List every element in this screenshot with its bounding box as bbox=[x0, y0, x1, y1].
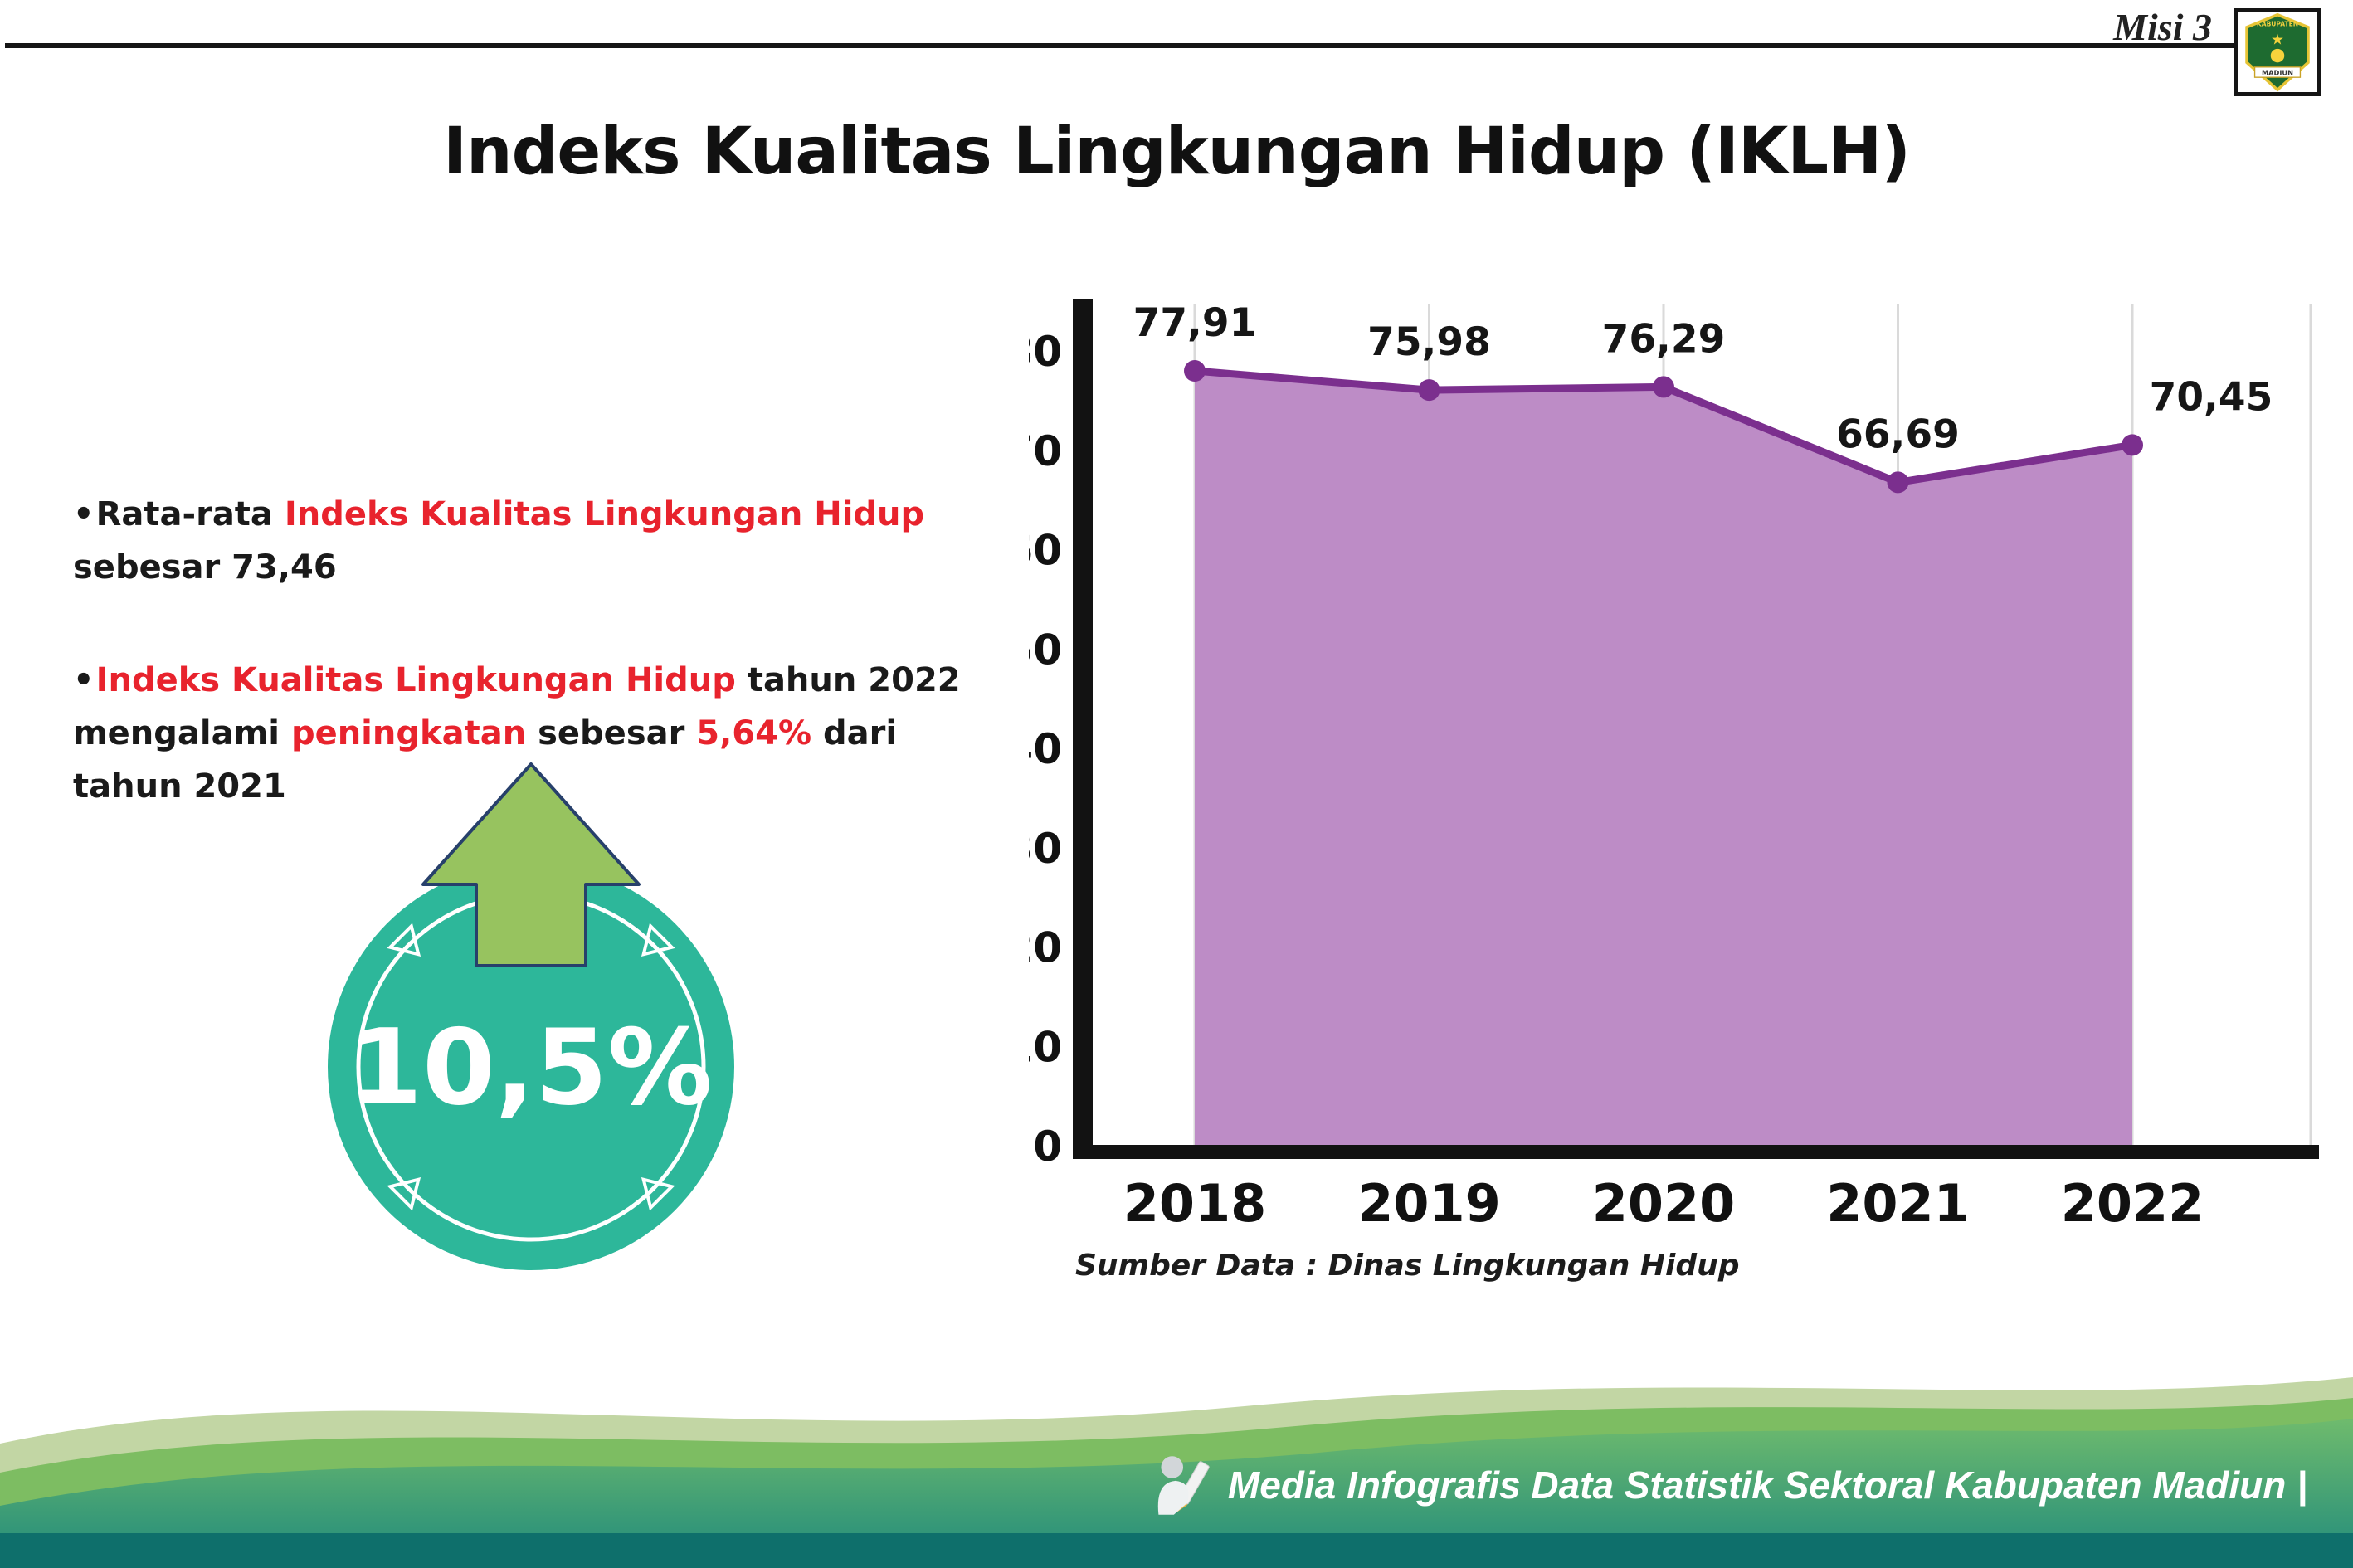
increase-badge: 10,5% bbox=[328, 762, 734, 1270]
bullet-average-iklh: •Rata-rata Indeks Kualitas Lingkungan Hi… bbox=[73, 488, 973, 594]
bullet2-highlight-1: Indeks Kualitas Lingkungan Hidup bbox=[95, 661, 736, 699]
badge-circle bbox=[328, 864, 734, 1270]
footer-wave bbox=[0, 1377, 2353, 1568]
emblem-banner bbox=[2253, 66, 2302, 78]
x-tick-label: 2021 bbox=[1826, 1173, 1970, 1234]
badge-value: 10,5% bbox=[349, 1006, 712, 1128]
bullet2-highlight-2: peningkatan bbox=[290, 714, 527, 752]
bullet2-post: dari tahun 2021 bbox=[73, 714, 898, 806]
data-point bbox=[1184, 360, 1206, 382]
value-label: 77,91 bbox=[1133, 300, 1257, 346]
page-title: Indeks Kualitas Lingkungan Hidup (IKLH) bbox=[443, 114, 1911, 189]
bullet1-post: sebesar 73,46 bbox=[73, 548, 337, 587]
x-tick-label: 2019 bbox=[1357, 1173, 1501, 1234]
x-tick-label: 2020 bbox=[1592, 1173, 1736, 1234]
bullet2-mid-1: tahun 2022 mengalami bbox=[73, 661, 961, 752]
kabupaten-madiun-logo: KABUPATEN ★ MADIUN bbox=[2234, 8, 2321, 96]
footer-credit: Media Infografis Data Statistik Sektoral… bbox=[1148, 1445, 2307, 1524]
mascot-icon bbox=[1157, 1455, 1210, 1515]
value-label: 70,45 bbox=[2150, 374, 2273, 420]
data-point bbox=[1653, 376, 1674, 398]
misi-label: Misi 3 bbox=[2113, 6, 2212, 48]
y-tick-label: 40 bbox=[1029, 725, 1062, 773]
ring-tick-icon bbox=[641, 923, 675, 957]
bullet-marker: • bbox=[73, 495, 95, 533]
emblem-bottom-text: MADIUN bbox=[2262, 68, 2293, 76]
y-tick-label: 50 bbox=[1029, 626, 1062, 674]
emblem-center-icon bbox=[2270, 48, 2285, 63]
y-tick-label: 10 bbox=[1029, 1023, 1062, 1071]
kabupaten-madiun-emblem-icon: KABUPATEN ★ MADIUN bbox=[2245, 12, 2310, 92]
ring-tick-icon bbox=[641, 1176, 675, 1211]
value-label: 76,29 bbox=[1602, 316, 1726, 362]
emblem-top-text: KABUPATEN bbox=[2257, 20, 2298, 27]
x-tick-label: 2022 bbox=[2061, 1173, 2204, 1234]
x-tick-label: 2018 bbox=[1123, 1173, 1267, 1234]
value-label: 75,98 bbox=[1367, 319, 1491, 365]
ring-tick-icon bbox=[387, 923, 421, 957]
bullet2-highlight-3: 5,64% bbox=[696, 714, 812, 752]
key-points: •Rata-rata Indeks Kualitas Lingkungan Hi… bbox=[73, 488, 973, 813]
value-label: 66,69 bbox=[1836, 411, 1960, 457]
up-arrow-icon bbox=[421, 762, 641, 967]
y-tick-label: 70 bbox=[1029, 427, 1062, 475]
footer-strip bbox=[0, 1533, 2353, 1568]
x-axis bbox=[1073, 1145, 2319, 1159]
bullet1-pre: Rata-rata bbox=[95, 495, 285, 533]
data-point bbox=[1887, 471, 1909, 494]
area-fill bbox=[1195, 371, 2132, 1146]
badge-ring-ticks bbox=[387, 923, 675, 1211]
bullet-marker: • bbox=[73, 661, 95, 699]
ring-tick-icon bbox=[387, 1176, 421, 1211]
data-point bbox=[2122, 434, 2143, 456]
header-rule bbox=[5, 43, 2234, 48]
bullet1-highlight: Indeks Kualitas Lingkungan Hidup bbox=[284, 495, 925, 533]
iklh-area-chart: 77,91 75,98 76,29 66,69 70,45 0 10 20 30 40 50 60 70… bbox=[1029, 299, 2319, 1234]
data-point bbox=[1418, 379, 1440, 402]
bullet2-mid-2: sebesar bbox=[526, 714, 697, 752]
bullet-increase-2022: •Indeks Kualitas Lingkungan Hidup tahun … bbox=[73, 654, 973, 813]
y-tick-label: 80 bbox=[1029, 328, 1062, 376]
y-axis bbox=[1073, 299, 1093, 1159]
footer-credit-text: Media Infografis Data Statistik Sektoral… bbox=[1227, 1463, 2307, 1507]
y-tick-label: 0 bbox=[1033, 1122, 1062, 1171]
emblem-star-icon: ★ bbox=[2271, 31, 2284, 48]
y-tick-label: 60 bbox=[1029, 527, 1062, 575]
data-source-caption: Sumber Data : Dinas Lingkungan Hidup bbox=[1075, 1249, 1740, 1283]
y-tick-label: 20 bbox=[1029, 924, 1062, 972]
y-tick-label: 30 bbox=[1029, 825, 1062, 873]
